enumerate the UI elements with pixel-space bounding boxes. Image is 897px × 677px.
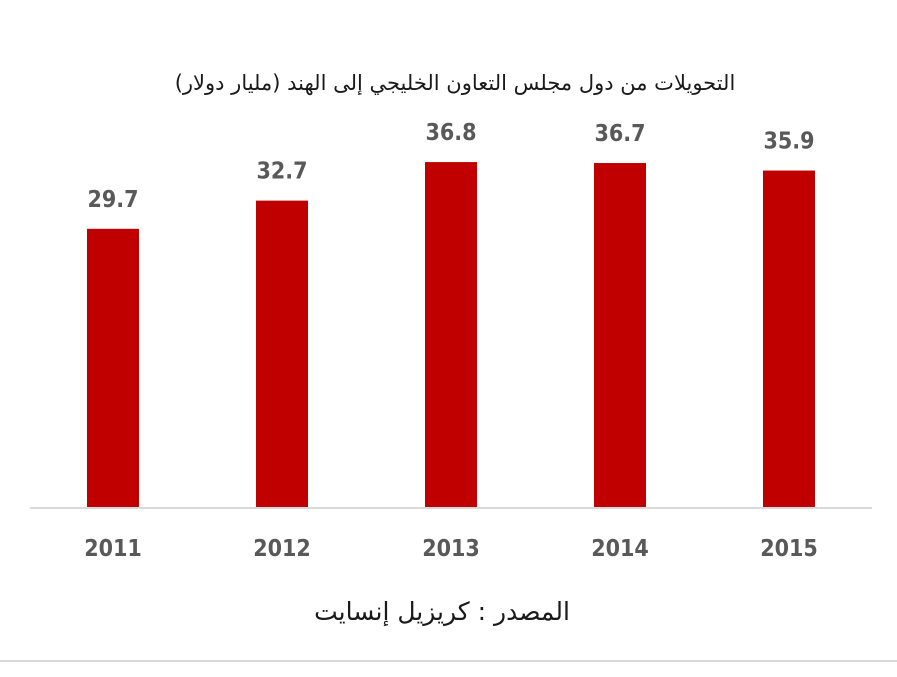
bar-2014 xyxy=(594,163,646,508)
x-tick-label-2014: 2014 xyxy=(591,536,649,562)
value-labels-layer: 29.7 32.7 36.8 36.7 35.9 xyxy=(87,120,814,213)
value-label-2013: 36.8 xyxy=(425,120,476,146)
x-tick-label-2013: 2013 xyxy=(422,536,480,562)
x-axis-ticks: 2011 2012 2013 2014 2015 xyxy=(84,536,818,562)
source-note: المصدر : كريزيل إنسايت xyxy=(314,597,570,627)
bar-2015 xyxy=(763,170,815,509)
x-tick-label-2012: 2012 xyxy=(253,536,311,562)
value-label-2012: 32.7 xyxy=(256,159,307,185)
x-tick-label-2015: 2015 xyxy=(760,536,818,562)
bars-layer xyxy=(87,162,815,509)
bar-2011 xyxy=(87,228,139,508)
value-label-2015: 35.9 xyxy=(763,129,814,155)
value-label-2011: 29.7 xyxy=(87,187,138,213)
chart-title: التحويلات من دول مجلس التعاون الخليجي إل… xyxy=(175,71,736,96)
bar-2012 xyxy=(256,200,308,508)
x-tick-label-2011: 2011 xyxy=(84,536,142,562)
value-label-2014: 36.7 xyxy=(594,121,645,147)
bar-2013 xyxy=(425,162,477,508)
